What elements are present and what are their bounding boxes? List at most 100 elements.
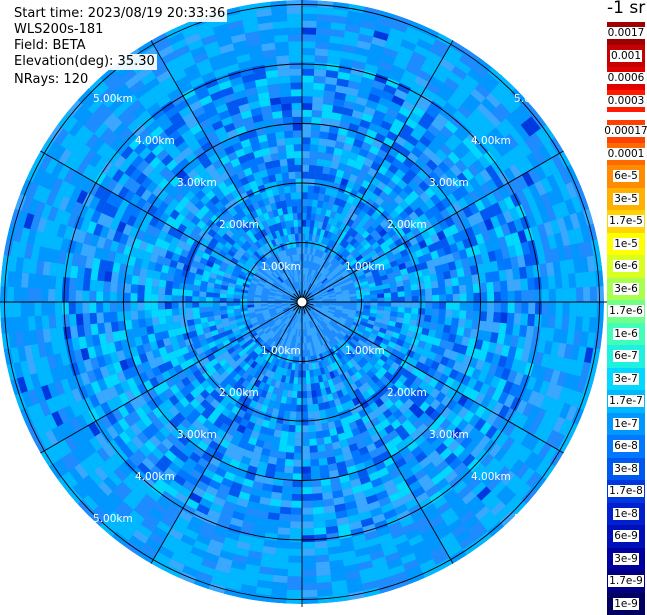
range-gate-cell (432, 302, 439, 309)
range-gate-cell (302, 220, 306, 227)
range-gate-cell (96, 291, 103, 302)
range-gate-cell (55, 315, 63, 328)
range-gate-cell (285, 138, 294, 146)
range-gate-cell (521, 302, 528, 314)
range-gate-cell (227, 302, 234, 306)
range-gate-cell (291, 192, 297, 199)
range-gate-cell (311, 480, 321, 488)
range-gate-cell (325, 153, 334, 161)
range-gate-cell (480, 311, 488, 321)
range-gate-cell (411, 308, 418, 315)
range-gate-cell (28, 316, 36, 331)
range-gate-cell (291, 82, 303, 89)
range-gate-cell (324, 436, 333, 444)
range-gate-cell (305, 363, 309, 370)
range-gate-cell (48, 276, 56, 290)
range-gate-cell (419, 296, 426, 303)
range-gate-cell (276, 138, 285, 146)
range-gate-cell (370, 306, 377, 310)
range-gate-cell (312, 110, 322, 118)
range-gate-cell (302, 62, 315, 69)
range-gate-cell (306, 377, 311, 384)
range-gate-cell (316, 21, 331, 29)
range-gate-cell (439, 302, 446, 310)
range-gate-cell (117, 292, 124, 302)
range-gate-cell (528, 290, 535, 302)
range-gate-cell (295, 234, 299, 241)
range-gate-cell (240, 302, 247, 305)
range-gate-cell (418, 289, 425, 296)
range-gate-cell (275, 173, 283, 181)
range-gate-cell (313, 514, 325, 522)
range-gate-cell (514, 279, 522, 291)
range-gate-cell (281, 96, 292, 104)
range-gate-cell (313, 507, 324, 515)
range-gate-cell (302, 432, 309, 439)
range-gate-cell (296, 185, 302, 192)
range-gate-cell (296, 192, 302, 199)
range-gate-cell (317, 582, 332, 590)
range-gate-cell (309, 158, 317, 165)
range-gate-cell (563, 302, 570, 316)
range-gate-cell (294, 227, 298, 234)
range-gate-cell (423, 275, 431, 283)
range-gate-cell (96, 312, 104, 323)
range-gate-cell (302, 446, 310, 453)
range-gate-cell (288, 425, 295, 432)
range-gate-cell (302, 515, 314, 522)
range-gate-cell (283, 124, 293, 132)
range-gate-cell (316, 438, 324, 446)
range-gate-cell (322, 104, 333, 112)
range-gate-cell (384, 306, 391, 311)
range-gate-cell (391, 292, 398, 297)
range-gate-cell (293, 220, 298, 227)
range-gate-cell (312, 493, 323, 501)
range-gate-cell (124, 283, 132, 293)
range-gate-cell (314, 76, 326, 84)
range-gate-cell (302, 34, 316, 41)
range-gate-cell (173, 321, 181, 329)
range-gate-cell (151, 294, 158, 302)
range-gate-cell (288, 569, 302, 576)
range-gate-cell (90, 280, 98, 291)
range-gate-cell (443, 325, 451, 334)
range-gate-cell (316, 431, 324, 439)
range-gate-cell (293, 213, 298, 220)
range-gate-cell (76, 302, 83, 314)
range-gate-cell (284, 466, 293, 474)
range-gate-cell (271, 443, 280, 451)
range-gate-cell (404, 307, 411, 313)
range-gate-cell (290, 521, 302, 528)
range-gate-cell (14, 302, 21, 317)
range-gate-cell (34, 302, 41, 316)
range-gate-cell (41, 302, 48, 316)
range-gate-cell (302, 199, 307, 206)
range-gate-cell (302, 233, 306, 240)
range-gate-cell (315, 541, 328, 549)
range-gate-cell (302, 364, 306, 371)
range-gate-cell (272, 160, 281, 168)
range-gate-cell (293, 384, 298, 391)
range-gate-cell (292, 391, 297, 398)
range-gate-cell (306, 220, 311, 227)
range-gate-cell (192, 291, 199, 297)
range-gate-cell (269, 505, 281, 513)
range-gate-cell (302, 137, 311, 144)
range-gate-cell (493, 281, 501, 292)
range-gate-cell (298, 377, 302, 384)
range-gate-cell (137, 293, 144, 302)
range-gate-cell (282, 486, 292, 494)
range-gate-cell (186, 308, 193, 315)
range-gate-cell (444, 278, 452, 287)
range-gate-cell (288, 41, 302, 48)
range-gate-cell (152, 317, 160, 326)
range-gate-cell (199, 291, 206, 297)
range-gate-cell (186, 290, 193, 297)
range-gate-cell (276, 48, 290, 56)
range-gate-cell (459, 310, 467, 319)
range-gate-cell (505, 269, 513, 281)
range-gate-cell (284, 131, 293, 139)
range-gate-cell (103, 292, 110, 302)
range-gate-cell (206, 292, 213, 297)
range-gate-cell (541, 276, 549, 289)
